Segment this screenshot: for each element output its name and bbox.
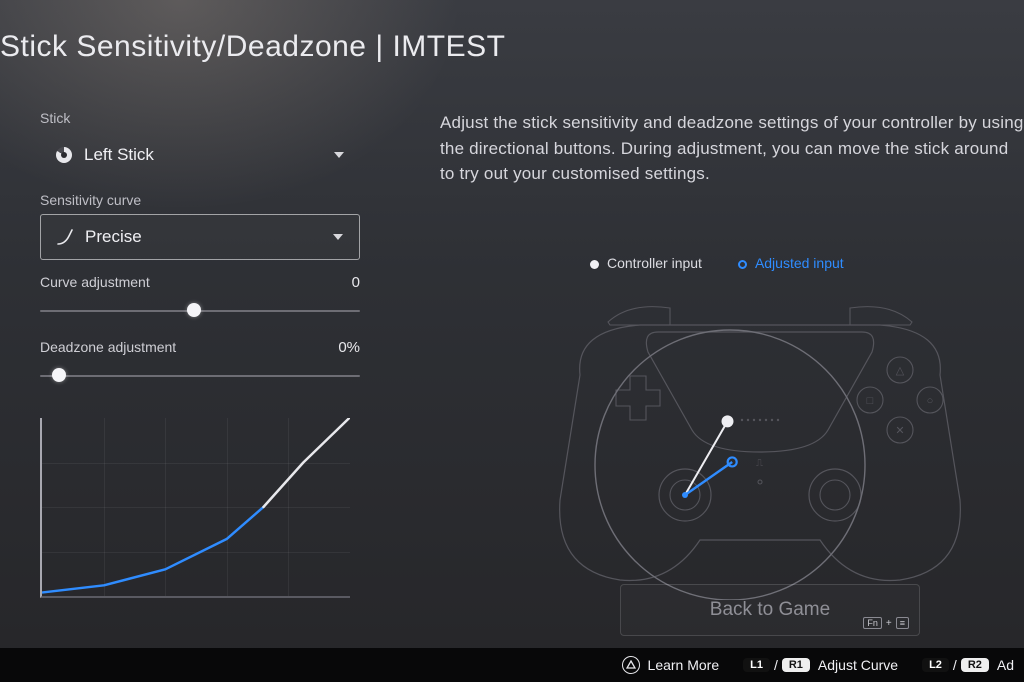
hint-adjust-curve: L1/R1 Adjust Curve [743, 657, 898, 673]
curve-field-label: Sensitivity curve [40, 192, 360, 208]
legend-adjusted-input: Adjusted input [738, 255, 844, 271]
svg-text:⎍: ⎍ [756, 458, 763, 469]
stick-field-label: Stick [40, 110, 360, 126]
svg-text:□: □ [867, 395, 874, 407]
deadzone-label: Deadzone adjustment [40, 339, 176, 355]
hint-adjust-right: L2/R2 Ad [922, 657, 1014, 673]
slider-thumb[interactable] [52, 368, 66, 382]
back-to-game-button[interactable]: Back to Game Fn + ≡ [620, 584, 920, 636]
svg-text:△: △ [896, 365, 905, 377]
back-to-game-label: Back to Game [710, 599, 830, 621]
triangle-icon [622, 656, 640, 674]
curve-adjust-label: Curve adjustment [40, 274, 150, 290]
curve-icon [57, 229, 73, 245]
settings-panel: Stick Left Stick Sensitivity curve Preci… [40, 110, 360, 598]
curve-adjust-value: 0 [352, 274, 360, 291]
slider-thumb[interactable] [187, 303, 201, 317]
fn-shortcut-hint: Fn + ≡ [863, 617, 909, 629]
deadzone-value: 0% [338, 339, 360, 356]
stick-dropdown-value: Left Stick [84, 145, 154, 165]
page-title: Stick Sensitivity/Deadzone | IMTEST [0, 30, 505, 64]
description-text: Adjust the stick sensitivity and deadzon… [440, 110, 1024, 187]
legend-controller-input: Controller input [590, 255, 702, 271]
curve-adjust-slider[interactable] [40, 297, 360, 325]
button-hints-footer: Learn More L1/R1 Adjust Curve L2/R2 Ad [0, 648, 1024, 682]
chevron-down-icon [334, 152, 344, 158]
stick-dropdown[interactable]: Left Stick [40, 132, 360, 178]
input-legend: Controller input Adjusted input [590, 255, 844, 271]
hint-learn-more: Learn More [622, 656, 720, 674]
stick-icon [56, 147, 72, 163]
sensitivity-graph [40, 418, 350, 598]
svg-text:○: ○ [927, 395, 934, 407]
chevron-down-icon [333, 234, 343, 240]
svg-text:✕: ✕ [895, 425, 904, 437]
sensitivity-curve-value: Precise [85, 227, 142, 247]
sensitivity-curve-dropdown[interactable]: Precise [40, 214, 360, 260]
controller-visual: ⎍ △ ○ ✕ □ [520, 280, 1000, 600]
deadzone-slider[interactable] [40, 362, 360, 390]
